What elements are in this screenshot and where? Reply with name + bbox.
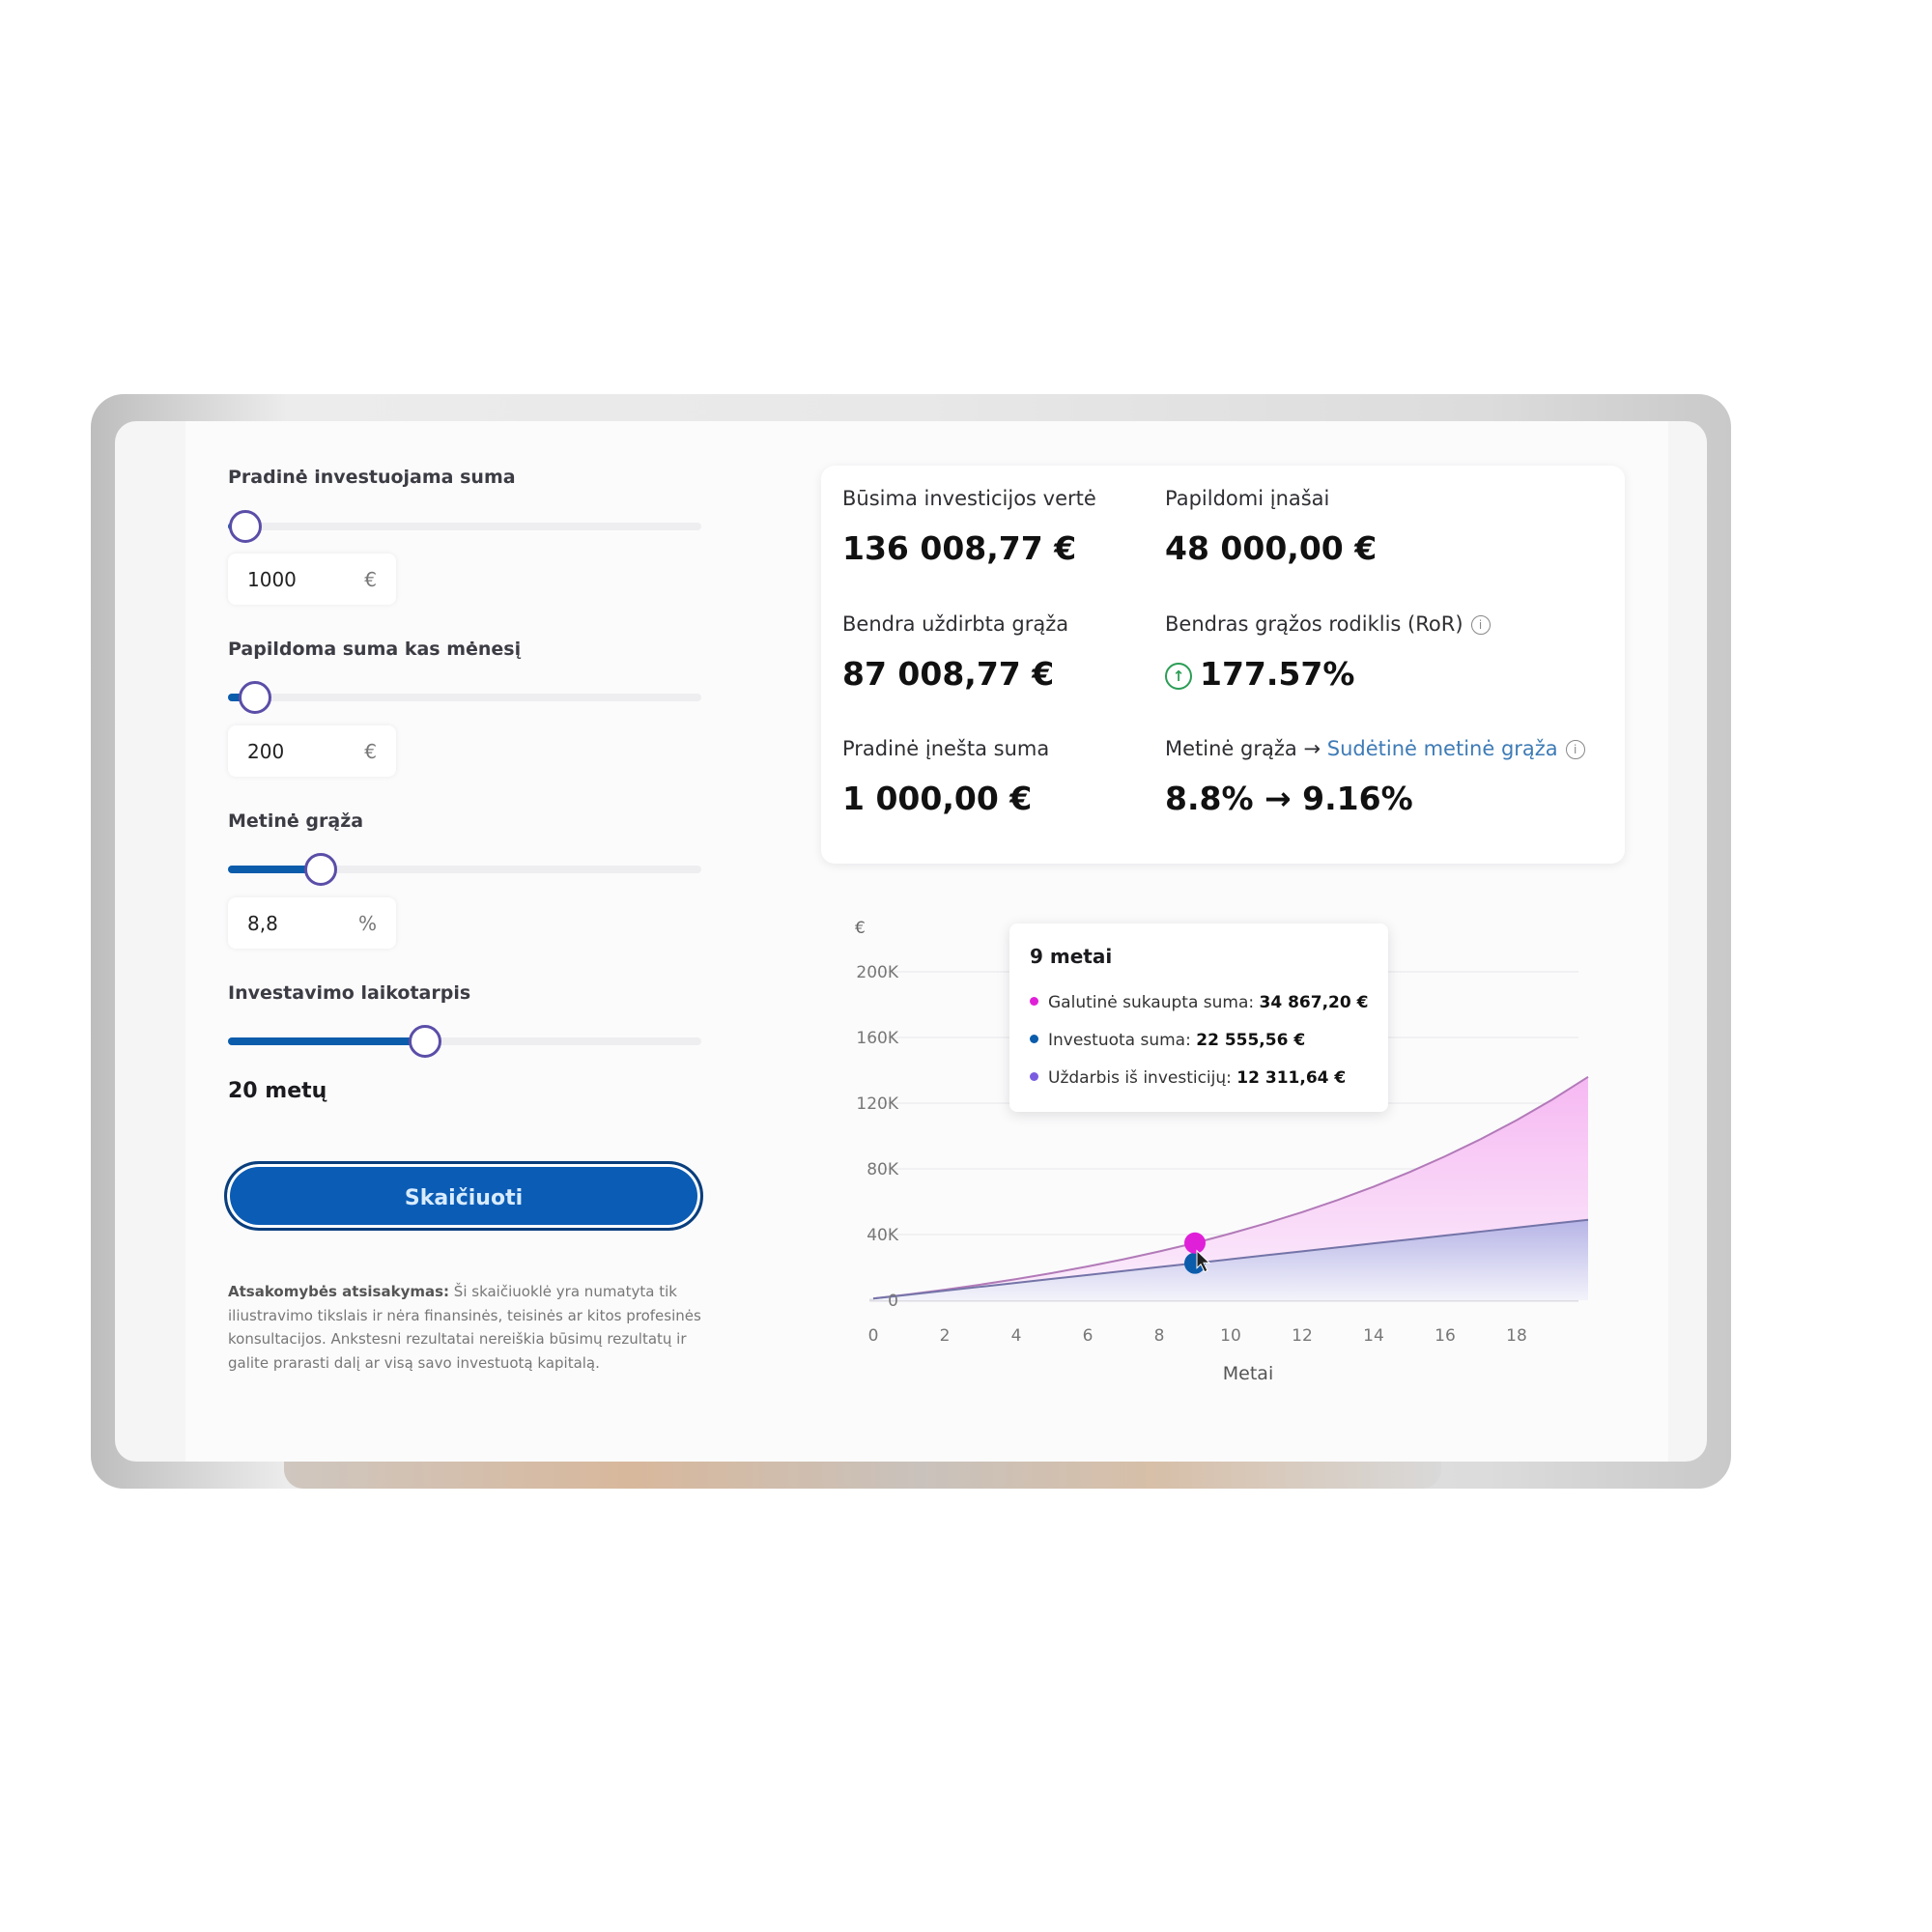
contributions-label: Papildomi įnašai <box>1165 487 1330 510</box>
x-tick-label: 0 <box>868 1326 879 1346</box>
y-tick-label: 80K <box>867 1160 899 1179</box>
initial-amount-label: Pradinė investuojama suma <box>228 467 516 488</box>
annual-compound-label: Metinė grąža → Sudėtinė metinė grąža i <box>1165 737 1585 760</box>
x-axis-label: Metai <box>1223 1363 1273 1384</box>
info-icon[interactable]: i <box>1470 615 1491 635</box>
tooltip-row-final: Galutinė sukaupta suma: 34 867,20 € <box>1030 993 1368 1012</box>
period-value: 20 metų <box>228 1079 327 1103</box>
final-hover-point <box>1184 1232 1206 1254</box>
y-axis-unit: € <box>855 919 866 938</box>
annual-return-slider[interactable] <box>228 853 701 886</box>
disclaimer: Atsakomybės atsisakymas: Ši skaičiuoklė … <box>228 1283 701 1372</box>
euro-unit: € <box>364 740 377 763</box>
ror-label: Bendras grąžos rodiklis (RoR) i <box>1165 612 1491 636</box>
final-value-line <box>872 1075 1589 1300</box>
x-tick-label: 14 <box>1363 1326 1384 1346</box>
monthly-amount-input[interactable]: 200 € <box>228 725 396 777</box>
initial-sum-label: Pradinė įnešta suma <box>842 737 1050 760</box>
slider-thumb[interactable] <box>228 510 262 543</box>
x-tick-label: 4 <box>1011 1326 1022 1346</box>
initial-sum-value: 1 000,00 € <box>842 780 1033 817</box>
y-tick-label: 160K <box>856 1029 898 1048</box>
y-tick-label: 200K <box>856 963 898 982</box>
ror-value: ↑ 177.57% <box>1165 655 1354 693</box>
contributions-value: 48 000,00 € <box>1165 529 1378 567</box>
x-tick-label: 8 <box>1154 1326 1165 1346</box>
percent-unit: % <box>357 912 377 935</box>
x-tick-label: 12 <box>1292 1326 1313 1346</box>
initial-amount-input[interactable]: 1000 € <box>228 554 396 605</box>
period-label: Investavimo laikotarpis <box>228 982 471 1004</box>
total-return-value: 87 008,77 € <box>842 655 1055 693</box>
results-card: Būsima investicijos vertė 136 008,77 € P… <box>821 466 1625 864</box>
x-tick-label: 6 <box>1083 1326 1094 1346</box>
x-tick-label: 10 <box>1220 1326 1241 1346</box>
y-tick-label: 0 <box>888 1292 898 1311</box>
chart-tooltip: 9 metai Galutinė sukaupta suma: 34 867,2… <box>1009 923 1388 1112</box>
future-value: 136 008,77 € <box>842 529 1077 567</box>
legend-dot <box>1030 1035 1038 1043</box>
future-value-label: Būsima investicijos vertė <box>842 487 1096 510</box>
calculate-button[interactable]: Skaičiuoti <box>224 1161 703 1231</box>
x-tick-label: 16 <box>1435 1326 1456 1346</box>
slider-thumb[interactable] <box>408 1025 441 1058</box>
tooltip-row-earnings: Uždarbis iš investicijų: 12 311,64 € <box>1030 1068 1346 1088</box>
legend-dot <box>1030 1072 1038 1081</box>
tooltip-title: 9 metai <box>1030 945 1113 968</box>
slider-thumb[interactable] <box>238 681 271 714</box>
y-tick-label: 120K <box>856 1094 898 1114</box>
euro-unit: € <box>364 568 377 591</box>
info-icon[interactable]: i <box>1565 740 1585 759</box>
invested-line <box>872 1218 1589 1300</box>
x-tick-label: 2 <box>940 1326 951 1346</box>
period-slider[interactable] <box>228 1025 701 1058</box>
cursor-icon <box>1196 1249 1211 1273</box>
monthly-amount-slider[interactable] <box>228 681 701 714</box>
compound-return-link[interactable]: Sudėtinė metinė grąža <box>1326 737 1558 760</box>
legend-dot <box>1030 997 1038 1006</box>
total-return-label: Bendra uždirbta grąža <box>842 612 1069 636</box>
annual-return-input[interactable]: 8,8% <box>228 897 396 949</box>
tooltip-row-invested: Investuota suma: 22 555,56 € <box>1030 1031 1305 1050</box>
annual-compound-value: 8.8% → 9.16% <box>1165 780 1413 817</box>
slider-thumb[interactable] <box>304 853 338 886</box>
y-tick-label: 40K <box>867 1226 899 1245</box>
monthly-amount-label: Papildoma suma kas mėnesį <box>228 639 522 660</box>
x-tick-label: 18 <box>1506 1326 1527 1346</box>
annual-return-label: Metinė grąža <box>228 810 364 832</box>
arrow-up-circle-icon: ↑ <box>1165 663 1192 690</box>
initial-amount-slider[interactable] <box>228 510 701 543</box>
